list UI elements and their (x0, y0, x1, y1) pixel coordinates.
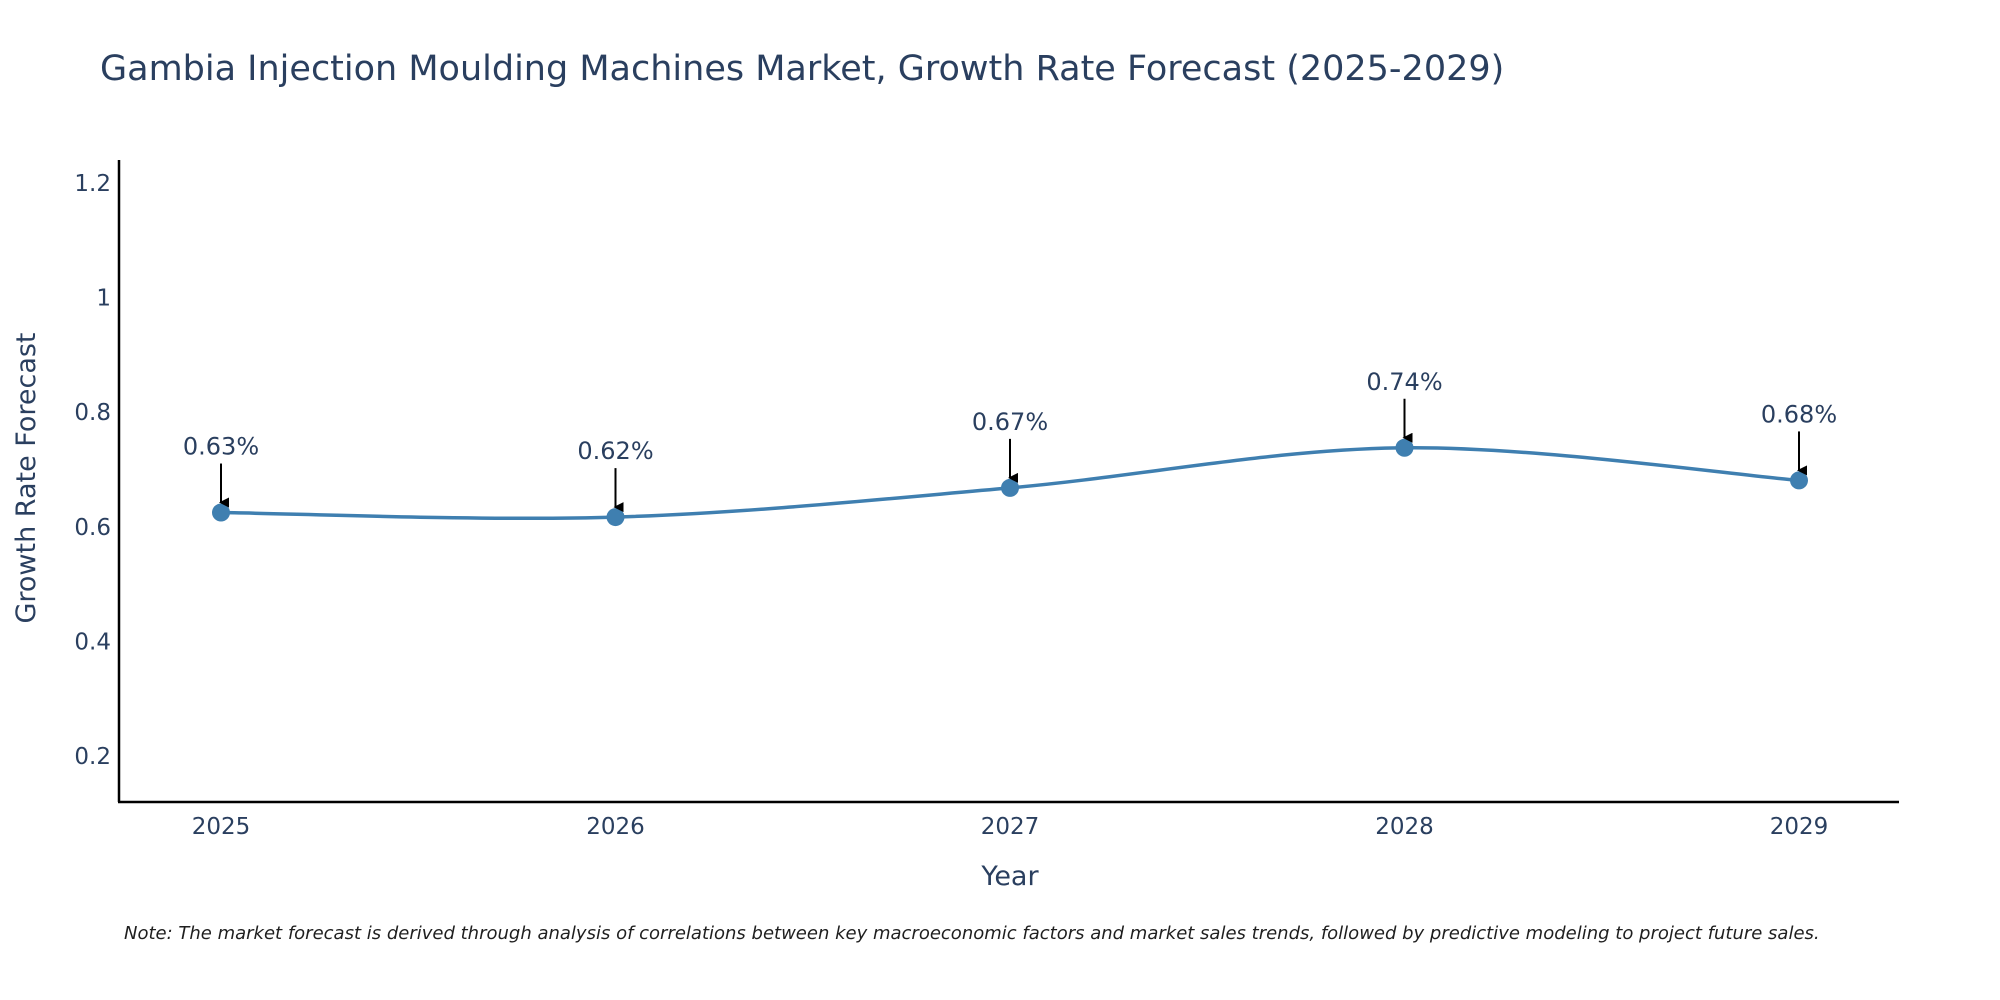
footnote: Note: The market forecast is derived thr… (124, 923, 1820, 944)
x-axis-title: Year (980, 861, 1039, 892)
data-label: 0.67% (972, 408, 1048, 436)
data-point (1790, 471, 1808, 490)
y-tick-label: 0.8 (74, 400, 111, 426)
data-point (212, 503, 230, 522)
data-point (1395, 438, 1414, 457)
x-tick-label: 2027 (981, 814, 1040, 840)
data-label: 0.74% (1366, 368, 1442, 396)
y-tick-label: 1.2 (74, 171, 111, 197)
y-axis-ticks: 0.2 0.4 0.6 0.8 1 1.2 (74, 171, 111, 770)
y-tick-label: 0.6 (74, 515, 111, 541)
chart-title: Gambia Injection Moulding Machines Marke… (100, 49, 1504, 89)
data-point (1001, 478, 1019, 497)
x-tick-label: 2029 (1770, 814, 1829, 840)
data-annotations: 0.63% 0.62% 0.67% 0.74% 0.68% (183, 368, 1837, 513)
data-label: 0.68% (1761, 400, 1837, 428)
x-tick-label: 2025 (192, 814, 251, 840)
y-tick-label: 0.4 (74, 630, 111, 656)
data-point (606, 508, 625, 527)
y-tick-label: 1 (96, 286, 111, 312)
data-label: 0.63% (183, 433, 259, 461)
y-tick-label: 0.2 (74, 744, 111, 770)
data-label: 0.62% (577, 437, 653, 465)
y-axis-title: Growth Rate Forecast (11, 332, 42, 623)
series-points (212, 438, 1808, 527)
x-tick-label: 2028 (1375, 814, 1434, 840)
x-axis-ticks: 2025 2026 2027 2028 2029 (192, 814, 1829, 840)
x-tick-label: 2026 (586, 814, 645, 840)
